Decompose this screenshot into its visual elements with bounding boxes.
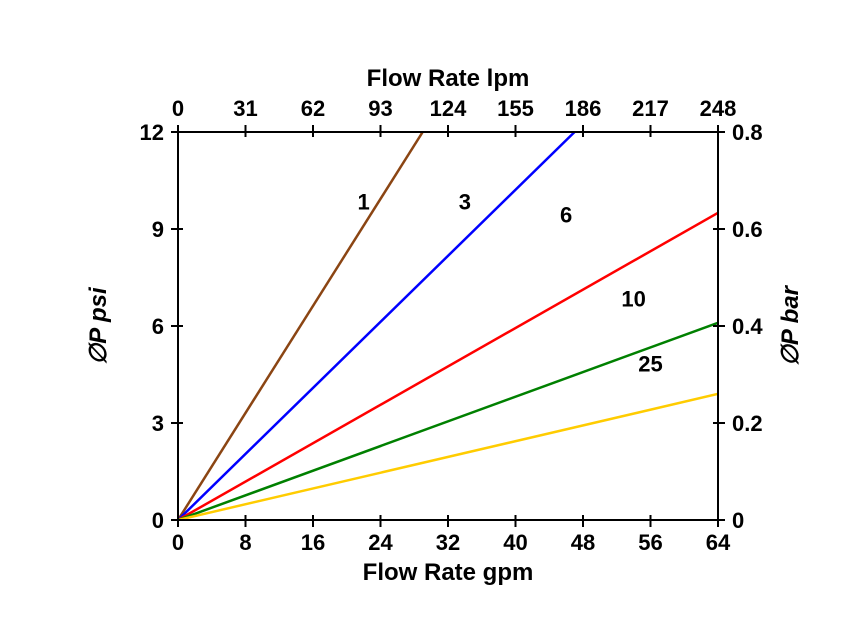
- yr-tick-label: 0.2: [732, 411, 763, 436]
- xt-tick-label: 186: [565, 96, 602, 121]
- xt-tick-label: 0: [172, 96, 184, 121]
- series-label-6: 6: [560, 203, 572, 228]
- xt-tick-label: 248: [700, 96, 737, 121]
- xt-tick-label: 93: [368, 96, 392, 121]
- series-label-25: 25: [638, 351, 662, 376]
- xt-tick-label: 62: [301, 96, 325, 121]
- xb-tick-label: 40: [503, 530, 527, 555]
- yl-tick-label: 9: [152, 217, 164, 242]
- x-bottom-title: Flow Rate gpm: [363, 559, 534, 586]
- chart-background: [0, 0, 854, 620]
- yl-tick-label: 12: [140, 120, 164, 145]
- yr-tick-label: 0.4: [732, 314, 763, 339]
- xt-tick-label: 31: [233, 96, 257, 121]
- xt-tick-label: 124: [430, 96, 467, 121]
- yl-tick-label: 6: [152, 314, 164, 339]
- xb-tick-label: 16: [301, 530, 325, 555]
- xb-tick-label: 0: [172, 530, 184, 555]
- xt-tick-label: 155: [497, 96, 534, 121]
- xt-tick-label: 217: [632, 96, 669, 121]
- series-label-3: 3: [459, 190, 471, 215]
- series-label-10: 10: [621, 287, 645, 312]
- y-right-title: ∅P bar: [777, 284, 804, 366]
- yr-tick-label: 0.8: [732, 120, 763, 145]
- yl-tick-label: 3: [152, 411, 164, 436]
- y-left-title: ∅P psi: [85, 286, 112, 365]
- xb-tick-label: 8: [239, 530, 251, 555]
- xb-tick-label: 56: [638, 530, 662, 555]
- series-label-1: 1: [358, 190, 370, 215]
- yr-tick-label: 0: [732, 508, 744, 533]
- xb-tick-label: 32: [436, 530, 460, 555]
- yr-tick-label: 0.6: [732, 217, 763, 242]
- yl-tick-label: 0: [152, 508, 164, 533]
- xb-tick-label: 24: [368, 530, 393, 555]
- xb-tick-label: 64: [706, 530, 731, 555]
- xb-tick-label: 48: [571, 530, 595, 555]
- x-top-title: Flow Rate lpm: [367, 65, 530, 92]
- pressure-drop-chart: 0816243240485664Flow Rate gpm03162931241…: [0, 0, 854, 620]
